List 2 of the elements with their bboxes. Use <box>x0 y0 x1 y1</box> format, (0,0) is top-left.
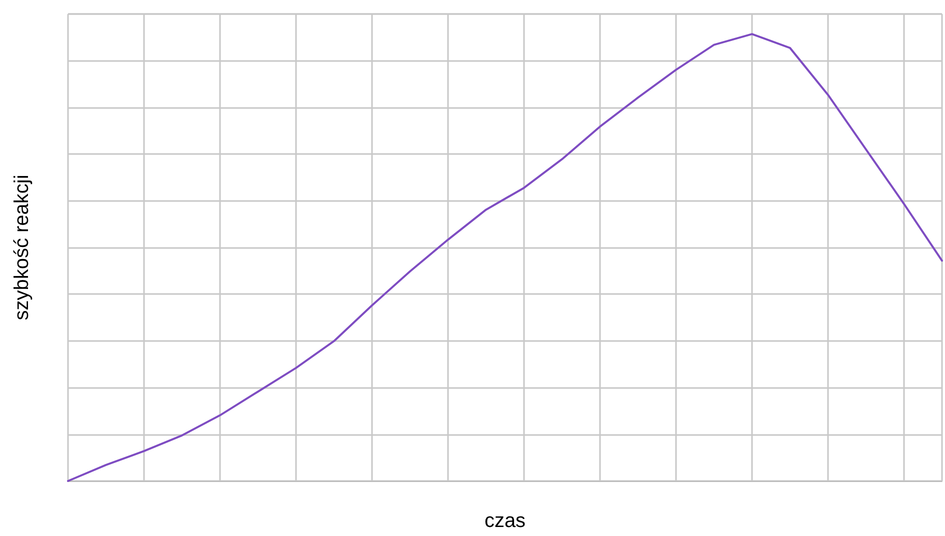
y-axis-title: szybkość reakcji <box>11 174 33 320</box>
x-axis-title: czas <box>484 510 526 532</box>
